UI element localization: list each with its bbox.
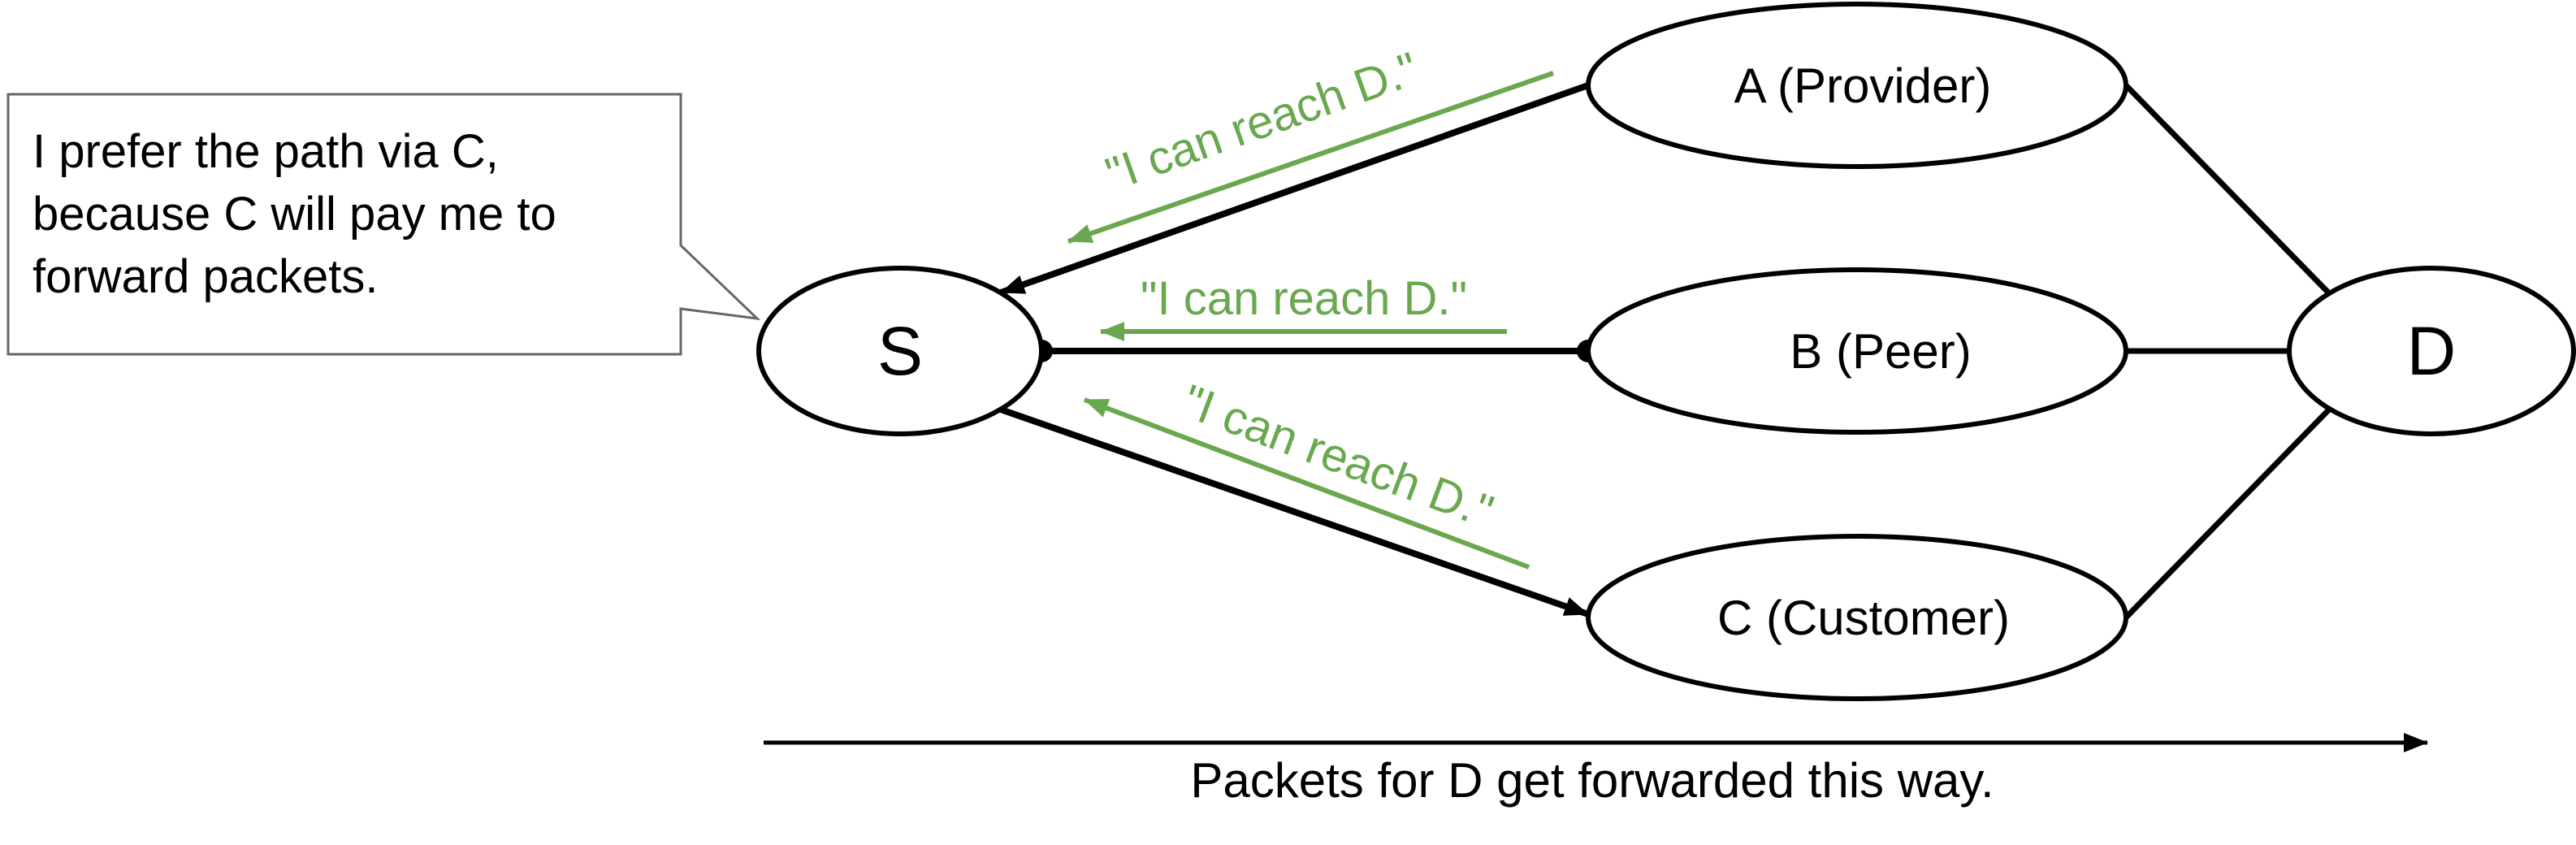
node-b-label: B (Peer) [1790, 324, 1971, 379]
node-s: S [756, 266, 1044, 436]
announcement-arrow-c [1083, 397, 1530, 570]
node-c: C (Customer) [1586, 534, 2128, 701]
callout-line-1: I prefer the path via C, [32, 125, 499, 178]
node-d: D [2287, 266, 2576, 436]
announcement-text-c: "I can reach D." [1175, 375, 1500, 539]
callout-line-3: forward packets. [32, 250, 379, 303]
link-c-d [2124, 406, 2332, 620]
node-b: B (Peer) [1586, 267, 2128, 435]
node-a-label: A (Provider) [1734, 58, 1992, 113]
announcement-text-b: "I can reach D." [1141, 272, 1467, 325]
node-c-label: C (Customer) [1717, 591, 2010, 645]
callout-speech-bubble: I prefer the path via C, because C will … [6, 93, 761, 356]
node-s-label: S [877, 313, 923, 389]
callout-line-2: because C will pay me to [32, 188, 556, 240]
node-d-label: D [2407, 313, 2457, 389]
link-a-to-s [999, 82, 1590, 296]
forwarding-caption: Packets for D get forwarded this way. [1190, 753, 1994, 808]
link-a-d [2124, 83, 2332, 297]
announcement-arrow-a [1067, 71, 1554, 244]
link-s-to-c [999, 406, 1590, 618]
announcement-text-a: "I can reach D." [1099, 42, 1425, 202]
node-a: A (Provider) [1586, 2, 2128, 169]
